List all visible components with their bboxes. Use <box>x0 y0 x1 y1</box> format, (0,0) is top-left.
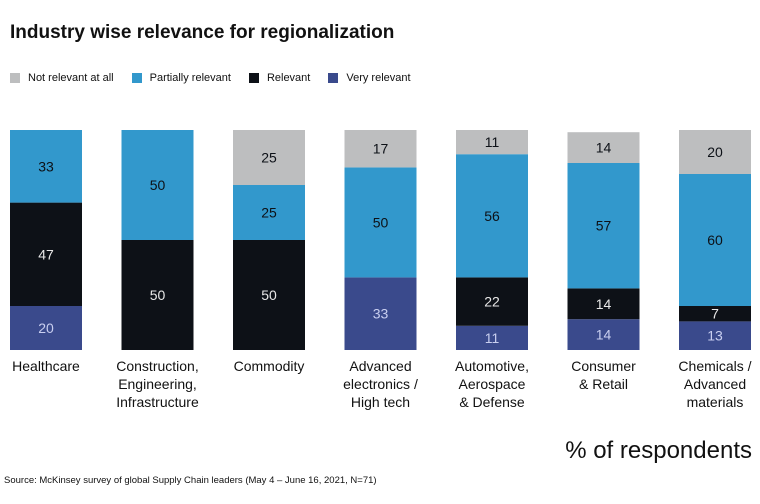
data-label: 11 <box>485 134 500 150</box>
bar-stack-chemicals-advanced-materials: 13 7 60 20 <box>679 130 751 350</box>
data-label: 22 <box>484 294 500 310</box>
y-axis-label: % of respondents <box>565 437 752 464</box>
chart-title: Industry wise relevance for regionalizat… <box>10 22 395 43</box>
bar-segment-partially-relevant <box>679 174 751 306</box>
bar-segment-relevant <box>567 288 640 320</box>
data-label: 50 <box>150 287 166 303</box>
legend-swatch <box>248 73 259 83</box>
bar-segment-partially-relevant <box>121 130 194 240</box>
category-label: Automotive, Aerospace & Defense <box>455 358 529 410</box>
data-label: 33 <box>38 158 54 174</box>
data-label: 56 <box>484 208 500 224</box>
data-label: 50 <box>150 177 166 193</box>
bar-segment-relevant <box>121 240 194 350</box>
data-label: 13 <box>707 328 723 344</box>
bar-segment-very-relevant <box>10 306 82 350</box>
source-note: Source: McKinsey survey of global Supply… <box>4 475 377 486</box>
legend-item-not-relevant-at-all: Not relevant at all <box>10 72 114 84</box>
bar-segment-very-relevant <box>679 321 751 350</box>
category-label: Construction, Engineering, Infrastructur… <box>116 358 199 410</box>
data-label: 7 <box>711 306 719 322</box>
bar-segment-not-relevant-at-all <box>679 130 751 174</box>
bar-segment-not-relevant-at-all <box>567 132 640 163</box>
data-label: 57 <box>596 218 612 234</box>
bar-segment-very-relevant <box>344 277 417 350</box>
data-label: 20 <box>707 144 723 160</box>
legend-label: Very relevant <box>346 72 411 84</box>
legend-swatch <box>131 73 142 83</box>
data-label: 20 <box>38 320 54 336</box>
bar-segment-not-relevant-at-all <box>233 130 305 185</box>
legend-label: Partially relevant <box>149 72 231 84</box>
data-label: 25 <box>261 150 277 166</box>
bar-segment-partially-relevant <box>456 154 528 278</box>
bar-segment-relevant <box>10 202 82 306</box>
category-label: Commodity <box>233 358 305 374</box>
bar-segment-partially-relevant <box>233 185 305 240</box>
category-label: Healthcare <box>12 358 80 374</box>
category-label: Advanced electronics / High tech <box>343 358 418 410</box>
bar-segment-relevant <box>233 240 305 350</box>
stacked-bar-chart: 20 47 33 50 50 50 25 25 33 50 17 11 22 56 11 14 14 57 14 13… <box>10 130 751 350</box>
data-label: 33 <box>373 306 389 322</box>
bar-segment-relevant <box>456 277 528 326</box>
data-label: 25 <box>261 205 277 221</box>
legend-swatch <box>328 73 339 83</box>
bar-stack-advanced-electronics-high-tech: 33 50 17 <box>344 130 417 350</box>
legend-item-very-relevant: Very relevant <box>328 72 411 84</box>
data-label: 50 <box>261 287 277 303</box>
bar-stack-automotive-aerospace-defense: 11 22 56 11 <box>456 130 528 350</box>
bar-segment-relevant <box>679 306 751 322</box>
bar-stack-construction-engineering-infrastructure: 50 50 <box>121 130 194 350</box>
legend-swatch <box>10 73 20 83</box>
category-label: Consumer & Retail <box>571 358 636 392</box>
data-label: 11 <box>485 330 500 346</box>
data-label: 60 <box>707 232 723 248</box>
legend: Not relevant at all Partially relevant Rel… <box>10 72 429 84</box>
bar-segment-not-relevant-at-all <box>344 130 417 168</box>
bar-stack-consumer-retail: 14 14 57 14 <box>567 132 640 350</box>
bar-segment-partially-relevant <box>10 130 82 203</box>
bar-segment-partially-relevant <box>567 163 640 289</box>
data-label: 14 <box>596 296 612 312</box>
data-label: 47 <box>38 246 54 262</box>
data-label: 50 <box>373 214 389 230</box>
legend-item-relevant: Relevant <box>248 72 311 84</box>
legend-label: Relevant <box>266 72 311 84</box>
category-label: Chemicals / Advanced materials <box>678 358 752 410</box>
data-label: 14 <box>596 327 612 343</box>
bar-stack-healthcare: 20 47 33 <box>10 130 82 350</box>
bar-segment-very-relevant <box>567 319 640 350</box>
data-label: 17 <box>373 141 389 157</box>
bar-stack-commodity: 50 25 25 <box>233 130 305 350</box>
legend-label: Not relevant at all <box>28 72 114 84</box>
legend-item-partially-relevant: Partially relevant <box>131 72 231 84</box>
bar-segment-not-relevant-at-all <box>456 130 528 155</box>
bar-segment-partially-relevant <box>344 167 417 278</box>
bar-segment-very-relevant <box>456 325 528 350</box>
data-label: 14 <box>596 140 612 156</box>
